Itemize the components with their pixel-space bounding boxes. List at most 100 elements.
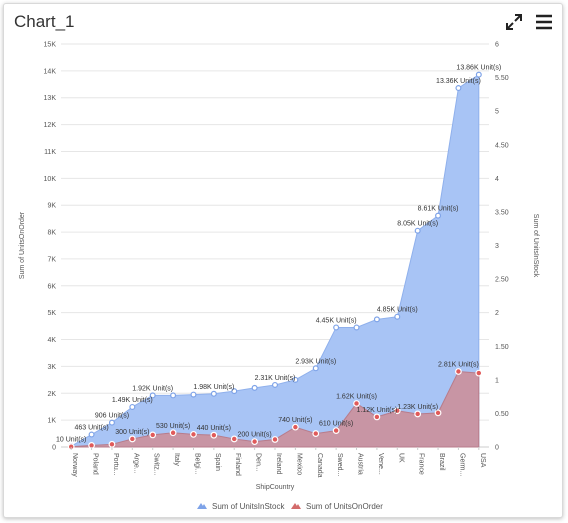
x-tick-label: Vene... bbox=[377, 453, 384, 475]
y-left-tick-label: 4K bbox=[47, 337, 56, 344]
stock-data-label: 2.31K Unit(s) bbox=[255, 375, 296, 382]
order-point[interactable] bbox=[373, 413, 381, 421]
stock-point[interactable] bbox=[210, 390, 217, 397]
order-point[interactable] bbox=[251, 438, 259, 446]
y-right-tick-label: 1 bbox=[495, 377, 499, 384]
x-tick-label: Poland bbox=[92, 453, 99, 475]
order-point[interactable] bbox=[393, 407, 401, 415]
x-tick-label: Norway bbox=[71, 453, 78, 477]
order-point[interactable] bbox=[291, 423, 299, 431]
stock-data-label: 8.61K Unit(s) bbox=[418, 206, 459, 213]
stock-point[interactable] bbox=[292, 376, 299, 383]
order-point[interactable] bbox=[169, 429, 177, 437]
x-tick-label: UK bbox=[397, 453, 404, 463]
y-right-tick-label: 0.50 bbox=[495, 411, 509, 418]
stock-point[interactable] bbox=[251, 384, 258, 391]
expand-icon[interactable] bbox=[504, 12, 524, 32]
order-point[interactable] bbox=[108, 440, 116, 448]
x-tick-label: USA bbox=[479, 453, 486, 468]
order-point[interactable] bbox=[230, 435, 238, 443]
y-right-tick-label: 4 bbox=[495, 176, 499, 183]
y-left-tick-label: 9K bbox=[47, 203, 56, 210]
order-point[interactable] bbox=[434, 409, 442, 417]
stock-point[interactable] bbox=[149, 392, 156, 399]
order-point[interactable] bbox=[271, 436, 279, 443]
stock-point[interactable] bbox=[272, 381, 279, 388]
y-left-axis-title: Sum of UnitsOnOrder bbox=[19, 211, 26, 279]
x-tick-label: Switz... bbox=[153, 453, 160, 476]
legend-icon-units-in-stock bbox=[197, 503, 207, 509]
stock-data-label: 4.45K Unit(s) bbox=[316, 317, 357, 324]
order-point[interactable] bbox=[128, 435, 136, 443]
y-left-tick-label: 13K bbox=[44, 95, 57, 102]
x-tick-label: Canada bbox=[316, 453, 323, 478]
order-data-label: 440 Unit(s) bbox=[197, 425, 231, 432]
legend-label-units-on-order: Sum of UnitsOnOrder bbox=[306, 502, 383, 511]
x-tick-label: France bbox=[418, 453, 425, 475]
y-right-tick-label: 5 bbox=[495, 109, 499, 116]
order-data-label: 10 Unit(s) bbox=[56, 437, 86, 444]
stock-point[interactable] bbox=[333, 324, 340, 331]
y-right-tick-label: 2.50 bbox=[495, 277, 509, 284]
x-tick-label: Finland bbox=[234, 453, 241, 476]
x-tick-label: Swed... bbox=[336, 453, 343, 476]
stock-data-label: 4.85K Unit(s) bbox=[377, 307, 418, 314]
stock-point[interactable] bbox=[353, 324, 360, 331]
stock-point[interactable] bbox=[312, 365, 319, 372]
order-data-label: 1.62K Unit(s) bbox=[336, 393, 377, 400]
order-point[interactable] bbox=[332, 427, 340, 435]
order-data-label: 2.81K Unit(s) bbox=[438, 362, 479, 369]
order-point[interactable] bbox=[475, 369, 483, 377]
legend-icon-units-on-order bbox=[291, 503, 301, 509]
order-data-label: 200 Unit(s) bbox=[238, 432, 272, 439]
order-data-label: 300 Unit(s) bbox=[115, 429, 149, 436]
stock-data-label: 2.93K Unit(s) bbox=[295, 358, 336, 365]
stock-point[interactable] bbox=[394, 313, 401, 320]
stock-point[interactable] bbox=[414, 227, 421, 234]
stock-data-label: 1.98K Unit(s) bbox=[193, 384, 234, 391]
y-left-tick-label: 7K bbox=[47, 256, 56, 263]
order-point[interactable] bbox=[149, 431, 157, 439]
y-right-tick-label: 2 bbox=[495, 310, 499, 317]
series-area-units-in-stock bbox=[70, 73, 480, 448]
stock-point[interactable] bbox=[88, 431, 95, 438]
order-data-label: 610 Unit(s) bbox=[319, 421, 353, 428]
x-tick-label: Germ... bbox=[458, 453, 465, 476]
hamburger-menu-icon[interactable] bbox=[534, 12, 554, 32]
stock-point[interactable] bbox=[475, 71, 482, 78]
x-tick-label: Italy bbox=[173, 453, 180, 466]
stock-point[interactable] bbox=[435, 212, 442, 219]
order-point[interactable] bbox=[312, 430, 320, 437]
stock-point[interactable] bbox=[455, 85, 462, 92]
stock-data-label: 13.36K Unit(s) bbox=[436, 78, 481, 85]
y-left-tick-label: 11K bbox=[44, 149, 56, 156]
y-left-tick-label: 15K bbox=[44, 42, 57, 49]
stock-point[interactable] bbox=[108, 419, 115, 426]
y-right-tick-label: 0 bbox=[495, 445, 499, 452]
order-point[interactable] bbox=[210, 431, 218, 439]
y-right-axis-title: Sum of UnitsInStock bbox=[532, 214, 539, 278]
order-data-label: 1.12K Unit(s) bbox=[356, 407, 397, 414]
stock-point[interactable] bbox=[129, 403, 136, 410]
order-point[interactable] bbox=[190, 430, 197, 438]
order-point[interactable] bbox=[353, 400, 360, 407]
stock-data-label: 463 Unit(s) bbox=[74, 425, 108, 432]
stock-point[interactable] bbox=[190, 391, 197, 398]
stock-point[interactable] bbox=[170, 392, 177, 399]
x-tick-label: Den... bbox=[255, 453, 262, 472]
y-right-tick-label: 6 bbox=[495, 42, 499, 49]
legend-label-units-in-stock: Sum of UnitsInStock bbox=[212, 502, 285, 511]
order-data-label: 530 Unit(s) bbox=[156, 423, 190, 430]
chart-card: Chart_1 0 1K 2K 3K 4K 5K 6K 7K 8K 9K 10K 11K 12K 13K 1… bbox=[3, 3, 563, 518]
stock-point[interactable] bbox=[231, 388, 238, 395]
order-point[interactable] bbox=[455, 368, 462, 375]
order-data-label: 740 Unit(s) bbox=[278, 417, 312, 424]
y-left-tick-label: 2K bbox=[47, 391, 56, 398]
chart-toolbar bbox=[504, 12, 554, 32]
x-tick-label: Spain bbox=[214, 453, 221, 471]
order-point[interactable] bbox=[414, 410, 422, 418]
y-right-tick-label: 1.50 bbox=[495, 344, 509, 351]
stock-point[interactable] bbox=[373, 316, 380, 323]
y-right-tick-label: 5.50 bbox=[495, 75, 509, 82]
x-tick-label: Arge... bbox=[132, 453, 139, 474]
